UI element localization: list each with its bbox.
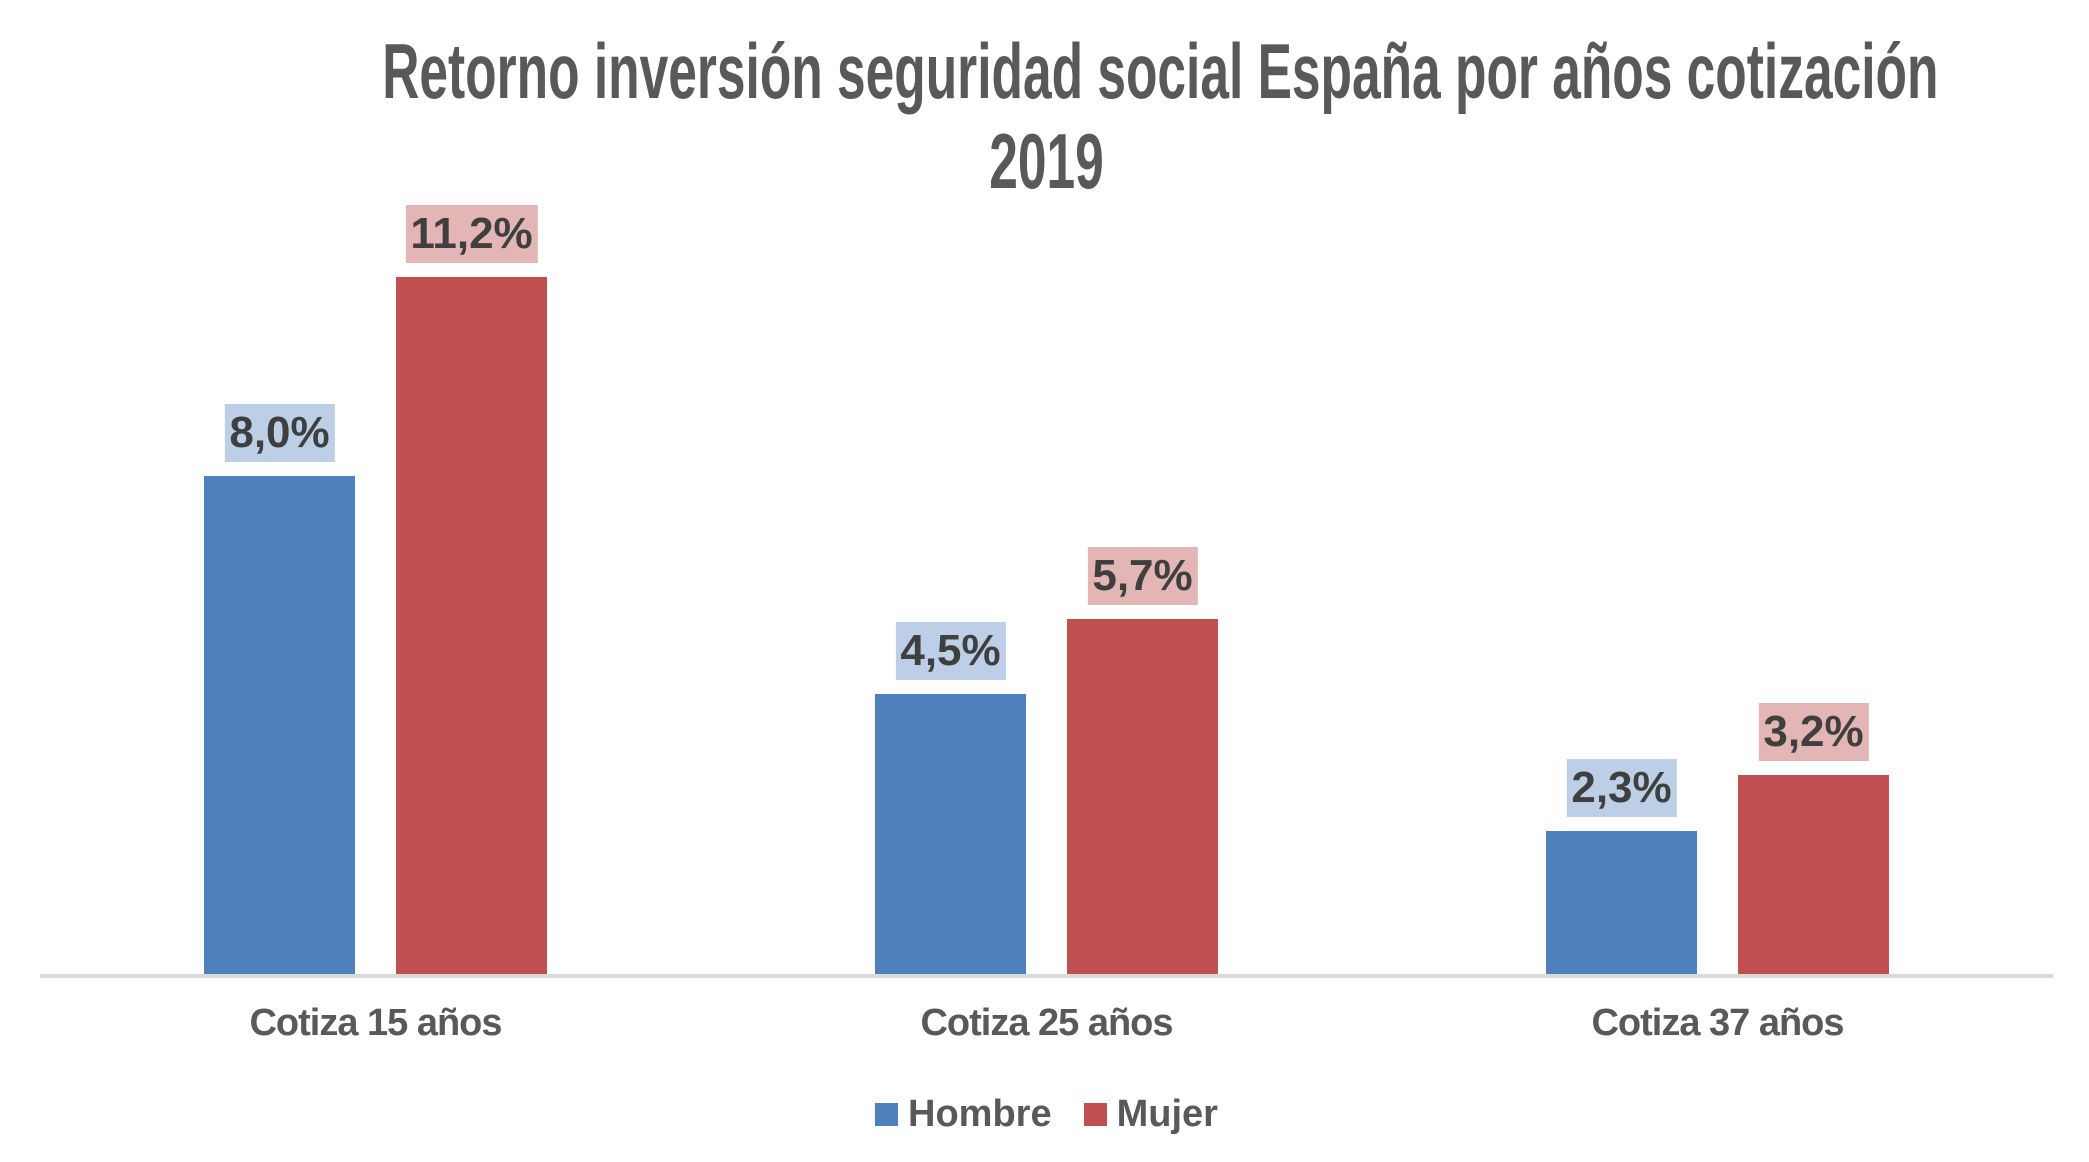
bar-hombre-cotiza-15-a-os: 8,0%	[204, 404, 355, 974]
chart-title: Retorno inversión seguridad social Españ…	[382, 27, 1939, 115]
value-label-hombre-cotiza-15-a-os: 8,0%	[224, 404, 335, 463]
bar-mujer-cotiza-25-a-os: 5,7%	[1067, 547, 1218, 974]
bar-mujer-cotiza-37-a-os: 3,2%	[1738, 702, 1889, 974]
value-label-hombre-cotiza-37-a-os: 2,3%	[1566, 758, 1677, 817]
legend-item-hombre: Hombre	[875, 1094, 1052, 1134]
x-axis-labels: Cotiza 15 años Cotiza 25 años Cotiza 37 añ…	[40, 1000, 2053, 1050]
legend-label-hombre: Hombre	[908, 1093, 1052, 1135]
bar-group-cotiza-37-a-os: 2,3% 3,2%	[1546, 139, 1889, 974]
x-axis-label-cotiza-25-a-os: Cotiza 25 años	[920, 1002, 1173, 1044]
x-axis-label-cotiza-37-a-os: Cotiza 37 años	[1591, 1002, 1844, 1044]
plot-area: 8,0% 11,2% 4,5% 5,7% 2,3% 3,2%	[40, 139, 2053, 974]
bar-hombre-cotiza-37-a-os: 2,3%	[1546, 758, 1697, 974]
value-label-hombre-cotiza-25-a-os: 4,5%	[895, 622, 1006, 681]
x-axis-line	[40, 974, 2053, 978]
value-label-mujer-cotiza-15-a-os: 11,2%	[405, 205, 538, 264]
value-label-mujer-cotiza-37-a-os: 3,2%	[1758, 702, 1869, 761]
bar-group-cotiza-15-a-os: 8,0% 11,2%	[204, 139, 547, 974]
chart-title-block: Retorno inversión seguridad social Españ…	[382, 26, 1939, 206]
x-axis-label-cotiza-15-a-os: Cotiza 15 años	[249, 1002, 502, 1044]
bar-mujer-cotiza-15-a-os: 11,2%	[396, 205, 547, 974]
bar-hombre-cotiza-25-a-os: 4,5%	[875, 622, 1026, 974]
bar-group-cotiza-25-a-os: 4,5% 5,7%	[875, 139, 1218, 974]
legend-item-mujer: Mujer	[1083, 1093, 1218, 1135]
legend-label-mujer: Mujer	[1116, 1093, 1218, 1135]
value-label-mujer-cotiza-25-a-os: 5,7%	[1087, 547, 1198, 606]
legend-swatch-hombre	[875, 1102, 899, 1126]
legend: Hombre Mujer	[40, 1094, 2053, 1134]
legend-swatch-mujer	[1083, 1102, 1107, 1126]
chart-subtitle: 2019	[989, 117, 1104, 205]
